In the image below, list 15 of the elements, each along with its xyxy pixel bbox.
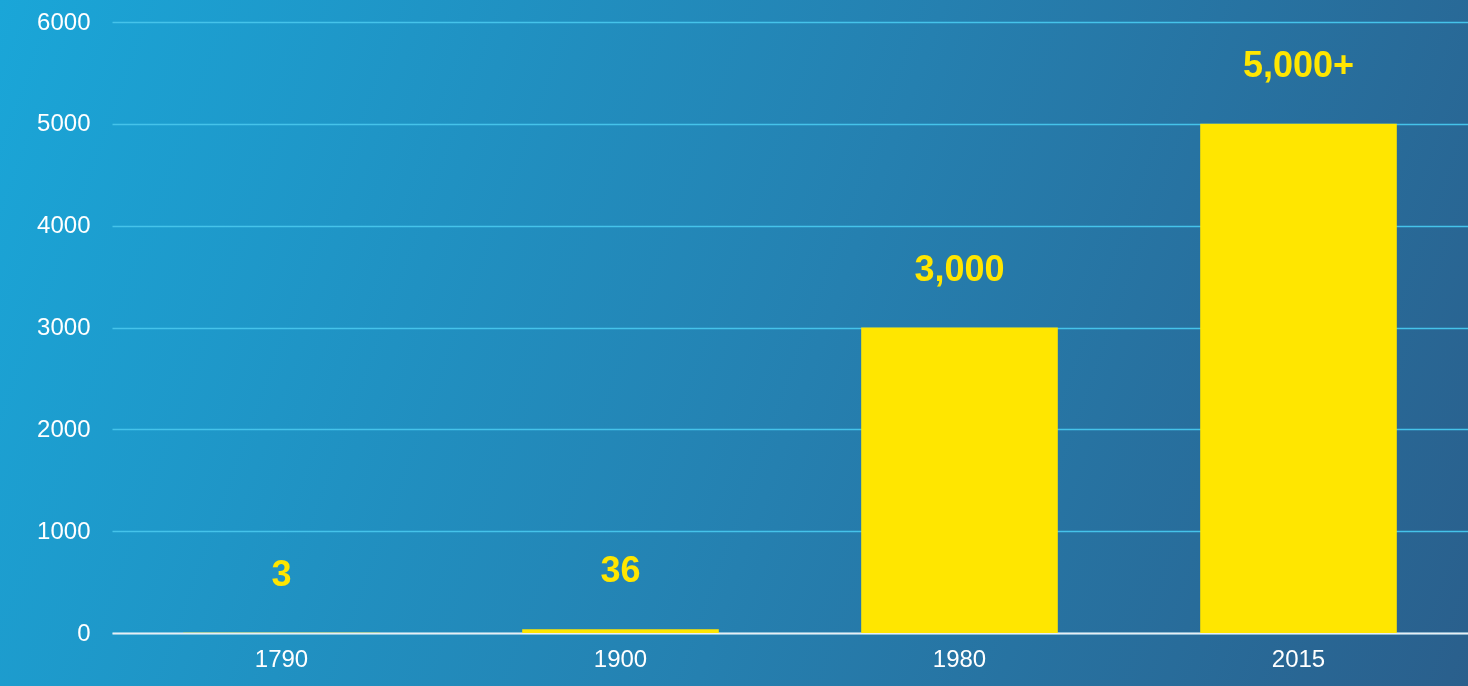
- x-tick-label: 1790: [254, 644, 309, 672]
- y-tick-label: 5000: [37, 109, 91, 137]
- y-tick-label: 3000: [37, 313, 91, 340]
- x-tick-label: 1980: [932, 644, 987, 672]
- data-label: 3,000: [914, 247, 1005, 289]
- y-tick-label: 1000: [37, 516, 91, 544]
- data-label: 36: [600, 549, 641, 591]
- x-tick-label: 2015: [1271, 644, 1326, 672]
- y-tick-label: 2000: [37, 414, 91, 442]
- y-tick-label: 4000: [37, 211, 91, 239]
- data-label: 5,000+: [1242, 43, 1355, 85]
- y-tick-label: 0: [77, 618, 91, 646]
- x-tick-label: 1900: [593, 644, 648, 672]
- y-tick-label: 6000: [37, 7, 91, 35]
- data-label: 3: [271, 552, 292, 594]
